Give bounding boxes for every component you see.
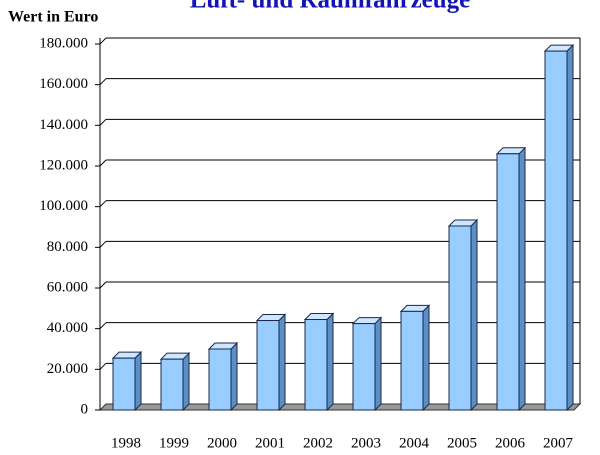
grid-line: [99, 37, 107, 45]
x-tick-label: 2001: [255, 435, 285, 451]
bar-side: [326, 312, 334, 412]
bar-side: [422, 304, 430, 412]
bar-side: [470, 218, 478, 412]
bar-side: [518, 146, 526, 412]
bar-side: [230, 341, 238, 412]
bar-side: [278, 313, 286, 412]
bar: [448, 225, 472, 411]
x-tick-label: 2000: [207, 435, 237, 451]
bar: [160, 358, 184, 411]
grid-line: [99, 159, 107, 167]
bar-side: [182, 351, 190, 412]
grid-line: [99, 240, 107, 248]
y-tick-label: 100.000: [39, 198, 88, 214]
grid-line: [99, 281, 107, 289]
x-tick-label: 2007: [543, 435, 574, 451]
y-tick-label: 160.000: [39, 76, 88, 92]
bar: [544, 50, 568, 411]
x-tick-label: 2006: [495, 435, 526, 451]
grid-line: [99, 322, 107, 330]
y-axis-title: Wert in Euro: [8, 9, 98, 26]
x-tick-label: 2004: [399, 435, 430, 451]
y-tick-label: 40.000: [47, 320, 88, 336]
bar-side: [374, 316, 382, 412]
x-tick-label: 2003: [351, 435, 381, 451]
x-tick-label: 2002: [303, 435, 333, 451]
y-tick-label: 80.000: [47, 239, 88, 255]
grid-line: [99, 362, 107, 370]
bar: [112, 357, 136, 411]
x-tick-label: 2005: [447, 435, 477, 451]
bar: [352, 323, 376, 411]
grid-line: [99, 78, 107, 86]
y-tick-label: 140.000: [39, 117, 88, 133]
bar: [208, 348, 232, 411]
bar: [400, 310, 424, 411]
bar: [496, 153, 520, 411]
y-tick-label: 180.000: [39, 35, 88, 51]
y-tick-label: 120.000: [39, 157, 88, 173]
y-tick-label: 20.000: [47, 361, 88, 377]
bar: [256, 320, 280, 411]
y-tick-label: 60.000: [47, 279, 88, 295]
bar: [304, 319, 328, 411]
grid-line: [99, 200, 107, 208]
bar-side: [566, 43, 574, 412]
x-tick-label: 1999: [159, 435, 189, 451]
x-tick-label: 1998: [111, 435, 141, 451]
bar-side: [134, 350, 142, 412]
grid-line: [99, 118, 107, 126]
chart-title: Luft- und Raumfahrzeuge: [190, 0, 471, 14]
y-tick-label: 0: [81, 401, 89, 417]
